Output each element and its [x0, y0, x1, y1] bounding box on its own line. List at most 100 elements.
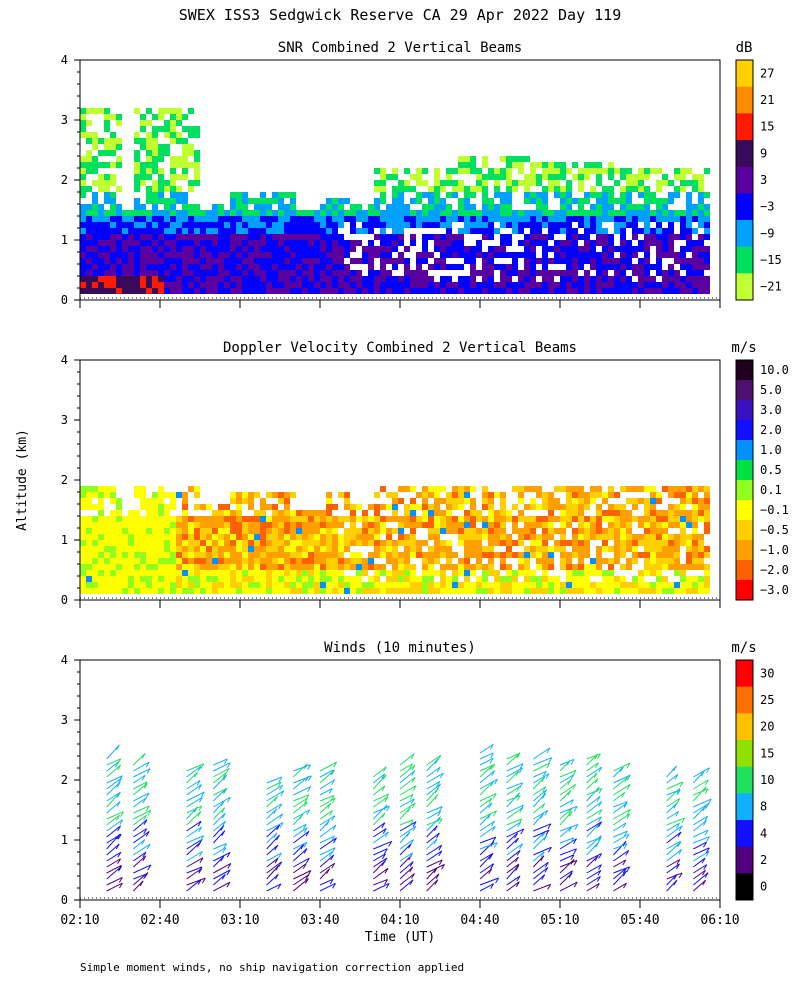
- doppler-cell: [122, 570, 128, 576]
- doppler-cell: [374, 570, 380, 576]
- doppler-cell: [122, 540, 128, 546]
- snr-cell: [422, 210, 428, 216]
- snr-cell: [404, 210, 410, 216]
- wind-barb: [666, 848, 683, 862]
- snr-cell: [146, 228, 152, 234]
- snr-cell: [608, 162, 614, 168]
- doppler-cell: [116, 570, 122, 576]
- snr-cell: [146, 168, 152, 174]
- snr-cell: [446, 276, 452, 282]
- doppler-cell: [320, 534, 326, 540]
- snr-cell: [362, 252, 368, 258]
- colorbar-label: 21: [760, 93, 774, 107]
- wind-barb-feather: [119, 775, 123, 782]
- doppler-cell: [398, 486, 404, 492]
- doppler-cell: [296, 540, 302, 546]
- doppler-cell: [602, 516, 608, 522]
- snr-cell: [146, 108, 152, 114]
- snr-cell: [416, 252, 422, 258]
- doppler-cell: [602, 534, 608, 540]
- snr-cell: [506, 162, 512, 168]
- colorbar-swatch: [736, 500, 753, 521]
- doppler-cell: [650, 582, 656, 588]
- snr-cell: [482, 276, 488, 282]
- doppler-cell: [110, 534, 116, 540]
- doppler-cell: [530, 516, 536, 522]
- wind-barb: [293, 827, 308, 838]
- snr-cell: [134, 210, 140, 216]
- snr-cell: [140, 126, 146, 132]
- snr-cell: [284, 276, 290, 282]
- snr-cell: [410, 174, 416, 180]
- wind-barb: [479, 780, 495, 796]
- doppler-cell: [284, 546, 290, 552]
- snr-cell: [194, 180, 200, 186]
- wind-barb-feather: [676, 859, 681, 865]
- snr-cell: [518, 222, 524, 228]
- snr-cell: [458, 276, 464, 282]
- wind-barb-feather: [488, 868, 493, 874]
- doppler-cell: [524, 564, 530, 570]
- snr-cell: [206, 288, 212, 294]
- snr-cell: [626, 276, 632, 282]
- colorbar-swatch: [736, 60, 753, 88]
- doppler-cell: [530, 582, 536, 588]
- doppler-cell: [290, 570, 296, 576]
- wind-barb-feather: [222, 772, 227, 779]
- wind-barb: [399, 819, 414, 826]
- wind-barb-feather: [702, 805, 707, 812]
- snr-cell: [530, 252, 536, 258]
- snr-cell: [242, 234, 248, 240]
- doppler-cell: [446, 492, 452, 498]
- wind-barb: [213, 796, 231, 808]
- wind-barb: [479, 797, 493, 808]
- snr-cell: [644, 174, 650, 180]
- snr-cell: [614, 216, 620, 222]
- wind-barb: [426, 794, 439, 808]
- snr-cell: [452, 288, 458, 294]
- snr-cell: [140, 144, 146, 150]
- doppler-cell: [278, 492, 284, 498]
- snr-cell: [536, 282, 542, 288]
- snr-cell: [440, 282, 446, 288]
- doppler-cell: [680, 486, 686, 492]
- colorbar-label: −2.0: [760, 563, 789, 577]
- snr-cell: [320, 204, 326, 210]
- doppler-cell: [302, 570, 308, 576]
- wind-barb: [479, 778, 498, 790]
- doppler-cell: [464, 516, 470, 522]
- snr-cell: [686, 282, 692, 288]
- doppler-cell: [410, 582, 416, 588]
- snr-cell: [116, 210, 122, 216]
- snr-cell: [224, 210, 230, 216]
- doppler-cell: [410, 564, 416, 570]
- snr-cell: [92, 276, 98, 282]
- snr-cell: [242, 204, 248, 210]
- snr-cell: [158, 144, 164, 150]
- doppler-cell: [170, 522, 176, 528]
- snr-cell: [482, 198, 488, 204]
- wind-barb-feather: [676, 789, 681, 796]
- wind-barb-feather: [274, 844, 279, 851]
- snr-cell: [530, 168, 536, 174]
- doppler-cell: [206, 564, 212, 570]
- snr-cell: [668, 216, 674, 222]
- snr-cell: [440, 252, 446, 258]
- snr-cell: [134, 270, 140, 276]
- snr-cell: [506, 192, 512, 198]
- wind-barb-feather: [702, 879, 707, 886]
- doppler-cell: [410, 498, 416, 504]
- doppler-cell: [248, 546, 254, 552]
- snr-cell: [86, 216, 92, 222]
- doppler-cell: [488, 510, 494, 516]
- doppler-cell: [314, 540, 320, 546]
- snr-cell: [680, 252, 686, 258]
- doppler-cell: [182, 492, 188, 498]
- wind-barb-feather: [142, 851, 147, 858]
- wind-barb: [266, 813, 283, 826]
- colorbar-swatch: [736, 846, 753, 874]
- doppler-cell: [152, 558, 158, 564]
- wind-barb: [319, 882, 336, 892]
- wind-barb: [613, 791, 626, 802]
